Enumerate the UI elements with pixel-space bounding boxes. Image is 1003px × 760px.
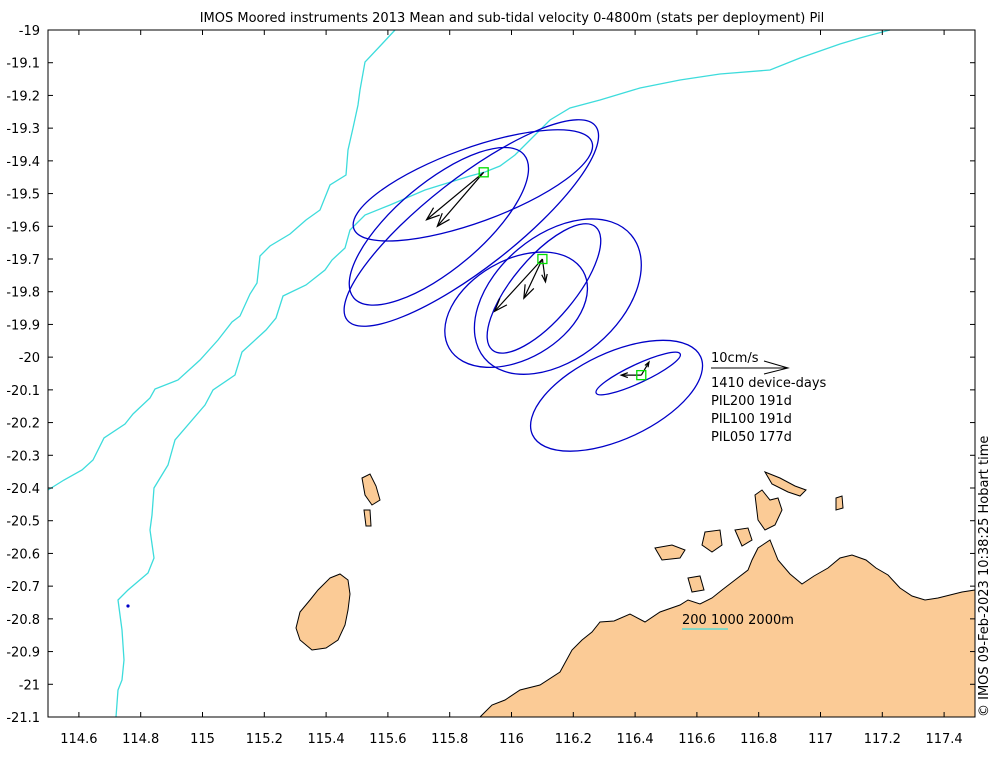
stray-marker-dot — [126, 604, 130, 608]
x-tick-label: 117.2 — [864, 732, 901, 747]
y-tick-label: -19.7 — [6, 253, 40, 268]
velocity-arrow — [523, 258, 543, 299]
y-tick-label: -20.4 — [6, 482, 40, 497]
variance-ellipses — [343, 119, 704, 452]
legend-row-pil050: PIL050 177d — [711, 430, 792, 445]
y-tick-label: -20 — [19, 351, 40, 366]
x-tick-label: 114.8 — [122, 732, 159, 747]
scale-arrow-head — [763, 360, 790, 375]
y-tick-label: -19.8 — [6, 286, 40, 301]
montebello-island — [361, 473, 381, 506]
legend-row-pil200: PIL200 191d — [711, 394, 792, 409]
x-tick-label: 115.8 — [431, 732, 468, 747]
legend-row-pil100: PIL100 191d — [711, 412, 792, 427]
variance-ellipse — [486, 223, 602, 354]
x-tick-label: 116.8 — [740, 732, 777, 747]
y-tick-label: -20.1 — [6, 384, 40, 399]
legend-bathymetry-label: 200 1000 2000m — [682, 613, 794, 628]
y-tick-label: -19 — [19, 24, 40, 39]
y-tick-label: -20.9 — [6, 646, 40, 661]
x-tick-label: 116.6 — [678, 732, 715, 747]
velocity-arrow-head — [541, 273, 548, 284]
dampier-island-2 — [763, 470, 807, 497]
y-tick-label: -19.4 — [6, 155, 40, 170]
mooring-marker-pil200 — [478, 167, 489, 178]
x-tick-label: 117.4 — [925, 732, 962, 747]
x-tick-label: 115.2 — [246, 732, 283, 747]
variance-ellipse — [444, 251, 589, 369]
y-tick-label: -19.3 — [6, 122, 40, 137]
bathymetry-1000m-contour — [47, 29, 396, 491]
barrow-island — [295, 573, 351, 651]
velocity-arrow — [426, 171, 485, 221]
dampier-island-7 — [835, 495, 844, 511]
legend-device-days: 1410 device-days — [711, 376, 827, 391]
variance-ellipse — [595, 351, 682, 396]
velocity-arrow-head — [436, 212, 450, 228]
variance-ellipse — [473, 218, 642, 375]
x-tick-label: 117 — [808, 732, 833, 747]
velocity-arrow — [436, 171, 485, 227]
velocity-arrow-head — [523, 284, 535, 300]
x-tick-label: 116.4 — [616, 732, 653, 747]
dampier-island-5 — [734, 527, 753, 547]
y-tick-label: -20.7 — [6, 580, 40, 595]
map-title: IMOS Moored instruments 2013 Mean and su… — [200, 11, 825, 26]
y-tick-label: -20.3 — [6, 449, 40, 464]
velocity-arrow-head — [644, 360, 650, 368]
x-tick-label: 115.4 — [307, 732, 344, 747]
velocity-arrow — [494, 258, 543, 312]
velocity-arrows — [425, 171, 650, 379]
variance-ellipse — [343, 119, 600, 327]
x-tick-label: 115.6 — [369, 732, 406, 747]
y-tick-label: -20.6 — [6, 547, 40, 562]
y-tick-label: -19.2 — [6, 89, 40, 104]
y-axis: -19 -19.1 -19.2 -19.3 -19.4 -19.5 -19.6 -19.7 -1… — [6, 24, 975, 726]
mooring-marker-pil100 — [537, 253, 548, 265]
variance-ellipse — [352, 129, 594, 242]
variance-ellipse — [529, 339, 704, 452]
y-tick-label: -20.8 — [6, 613, 40, 628]
x-tick-label: 116.2 — [555, 732, 592, 747]
lowendal-island — [363, 509, 372, 527]
y-tick-label: -19.9 — [6, 318, 40, 333]
dampier-island-6 — [687, 575, 705, 593]
y-tick-label: -19.6 — [6, 220, 40, 235]
dampier-island-1 — [754, 489, 783, 531]
map-area: 10cm/s 1410 device-days PIL200 191d PIL1… — [47, 29, 976, 718]
velocity-arrow — [541, 258, 547, 282]
credit-text: © IMOS 09-Feb-2023 10:38:25 Hobart time — [977, 436, 992, 717]
dampier-island-3 — [701, 529, 723, 553]
legend: 10cm/s 1410 device-days PIL200 191d PIL1… — [682, 351, 827, 630]
y-tick-label: -21 — [19, 678, 40, 693]
y-tick-label: -20.2 — [6, 417, 40, 432]
x-tick-label: 116 — [499, 732, 524, 747]
bathymetry-layer — [47, 29, 891, 718]
dampier-island-4 — [654, 544, 686, 561]
variance-ellipse — [348, 146, 530, 306]
velocity-arrow-head — [425, 207, 440, 221]
y-tick-label: -19.1 — [6, 57, 40, 72]
x-tick-label: 115 — [190, 732, 215, 747]
bathymetry-200m-contour — [115, 29, 891, 718]
y-tick-label: -19.5 — [6, 188, 40, 203]
mooring-markers — [478, 167, 647, 381]
x-tick-label: 114.6 — [60, 732, 97, 747]
y-tick-label: -21.1 — [6, 711, 40, 726]
mooring-marker-pil050 — [636, 369, 647, 381]
x-axis: 114.6 114.8 115 115.2 115.4 115.6 115.8 116 116.… — [60, 30, 963, 747]
velocity-arrow — [640, 361, 650, 376]
y-tick-label: -20.5 — [6, 515, 40, 530]
velocity-arrow-head — [493, 298, 508, 313]
legend-scale-label: 10cm/s — [711, 351, 759, 366]
velocity-arrow-head — [619, 372, 629, 379]
